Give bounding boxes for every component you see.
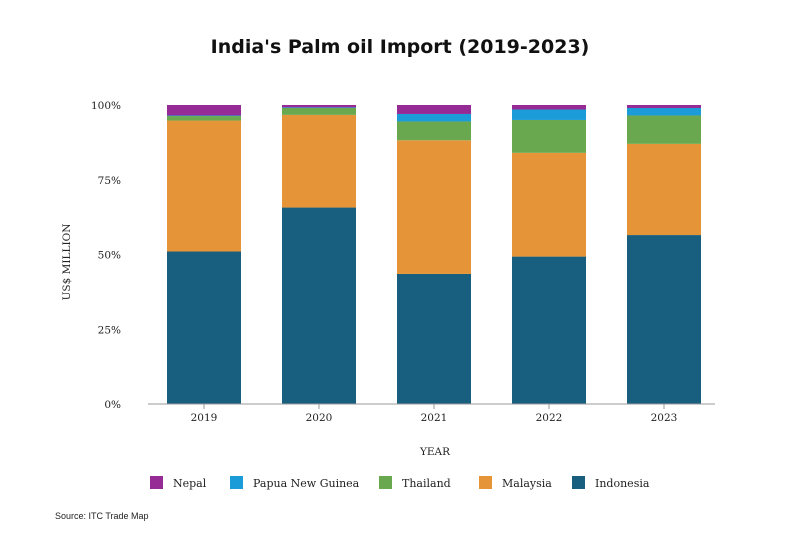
bar-nepal-2022 [512, 105, 586, 110]
bars [167, 105, 701, 404]
legend-swatch-indonesia [572, 476, 585, 489]
legend-label-papua-new-guinea: Papua New Guinea [253, 477, 360, 490]
x-axis-title: YEAR [419, 446, 451, 458]
y-tick-label: 100% [91, 100, 121, 112]
bar-thailand-2019 [167, 116, 241, 121]
x-tick-label: 2020 [306, 412, 333, 424]
bar-malaysia-2022 [512, 152, 586, 257]
legend-swatch-thailand [379, 476, 392, 489]
bar-nepal-2021 [397, 105, 471, 114]
bar-malaysia-2023 [627, 143, 701, 236]
bar-thailand-2022 [512, 119, 586, 153]
legend-label-indonesia: Indonesia [595, 477, 650, 490]
legend-label-nepal: Nepal [173, 477, 207, 490]
bar-papua-new-guinea-2022 [512, 109, 586, 120]
bar-indonesia-2019 [167, 251, 241, 404]
bar-nepal-2020 [282, 105, 356, 108]
legend-swatch-papua-new-guinea [230, 476, 243, 489]
x-tick-label: 2022 [536, 412, 563, 424]
bar-thailand-2023 [627, 115, 701, 144]
bar-malaysia-2020 [282, 114, 356, 208]
y-axis-ticks: 0% 25% 50% 75% 100% [91, 100, 121, 411]
legend: Nepal Papua New Guinea Thailand Malaysia Ind… [150, 476, 650, 490]
bar-indonesia-2020 [282, 207, 356, 404]
legend-swatch-nepal [150, 476, 163, 489]
y-axis-title: US$ MILLION [61, 224, 73, 301]
source-note: Source: ITC Trade Map [55, 511, 149, 521]
x-tick-label: 2019 [191, 412, 218, 424]
bar-thailand-2021 [397, 121, 471, 141]
legend-label-thailand: Thailand [402, 477, 451, 490]
y-tick-label: 75% [98, 175, 121, 187]
legend-label-malaysia: Malaysia [502, 477, 552, 490]
bar-papua-new-guinea-2019 [167, 115, 241, 117]
y-tick-label: 0% [104, 399, 121, 411]
bar-papua-new-guinea-2023 [627, 107, 701, 116]
bar-nepal-2019 [167, 105, 241, 116]
x-axis-ticks: 2019 2020 2021 2022 2023 [191, 404, 678, 424]
bar-malaysia-2019 [167, 120, 241, 252]
y-tick-label: 50% [98, 250, 121, 262]
y-tick-label: 25% [98, 324, 121, 336]
chart-title: India's Palm oil Import (2019-2023) [210, 36, 590, 58]
x-tick-label: 2023 [651, 412, 678, 424]
bar-malaysia-2021 [397, 140, 471, 274]
bar-papua-new-guinea-2020 [282, 107, 356, 108]
x-tick-label: 2021 [421, 412, 448, 424]
bar-papua-new-guinea-2021 [397, 113, 471, 122]
bar-thailand-2020 [282, 107, 356, 115]
legend-swatch-malaysia [479, 476, 492, 489]
bar-indonesia-2021 [397, 273, 471, 404]
bar-indonesia-2023 [627, 235, 701, 404]
bar-indonesia-2022 [512, 256, 586, 404]
bar-nepal-2023 [627, 105, 701, 108]
